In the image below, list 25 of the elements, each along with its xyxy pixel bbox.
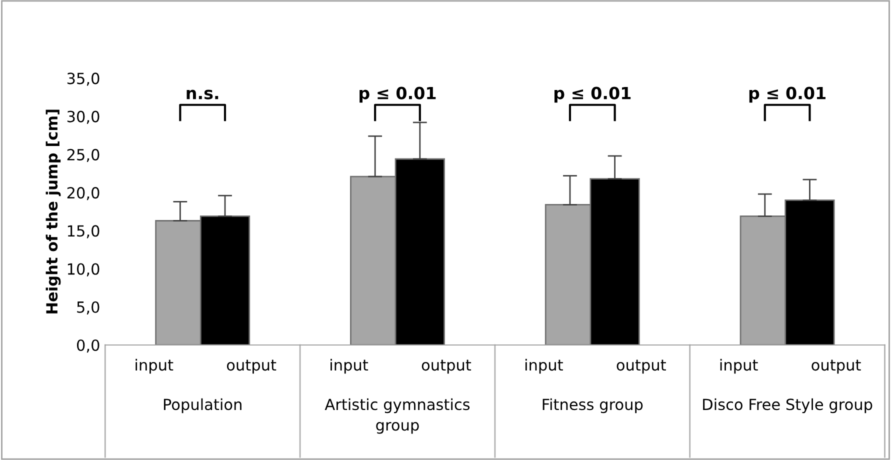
x-tick-label: input [525,358,563,374]
x-tick-label: output [422,360,472,374]
text: Artistic gymnastics group [324,398,470,434]
y-tick-label: 15,0 [68,225,100,238]
text: Disco Free Style group [703,398,872,414]
y-tick-label: 30,0 [67,110,100,124]
y-tick-label: 0,0 [76,339,100,353]
x-tick-label: output [812,360,861,374]
y-tick-label: 10,0 [68,263,100,276]
annotation: p ≤ 0.01 [360,86,436,103]
y-tick-label: 20,0 [67,187,100,200]
y-tick-label: 5,0 [77,301,100,314]
x-tick-label: input [330,358,368,374]
y-tick-label: 25,0 [67,148,100,162]
annotation: p ≤ 0.01 [749,86,826,103]
annotation: p ≤ 0.01 [554,86,631,103]
x-tick-label: output [226,360,276,374]
x-tick-label: input [720,358,758,374]
annotation: n.s. [186,90,218,100]
text: Population [164,398,242,414]
x-tick-label: output [616,360,666,374]
x-tick-label: input [136,358,174,374]
y-axis-title: Height of the jump [cm] [46,110,61,314]
y-tick-label: 35,0 [67,72,100,86]
text: Fitness group [542,398,643,414]
